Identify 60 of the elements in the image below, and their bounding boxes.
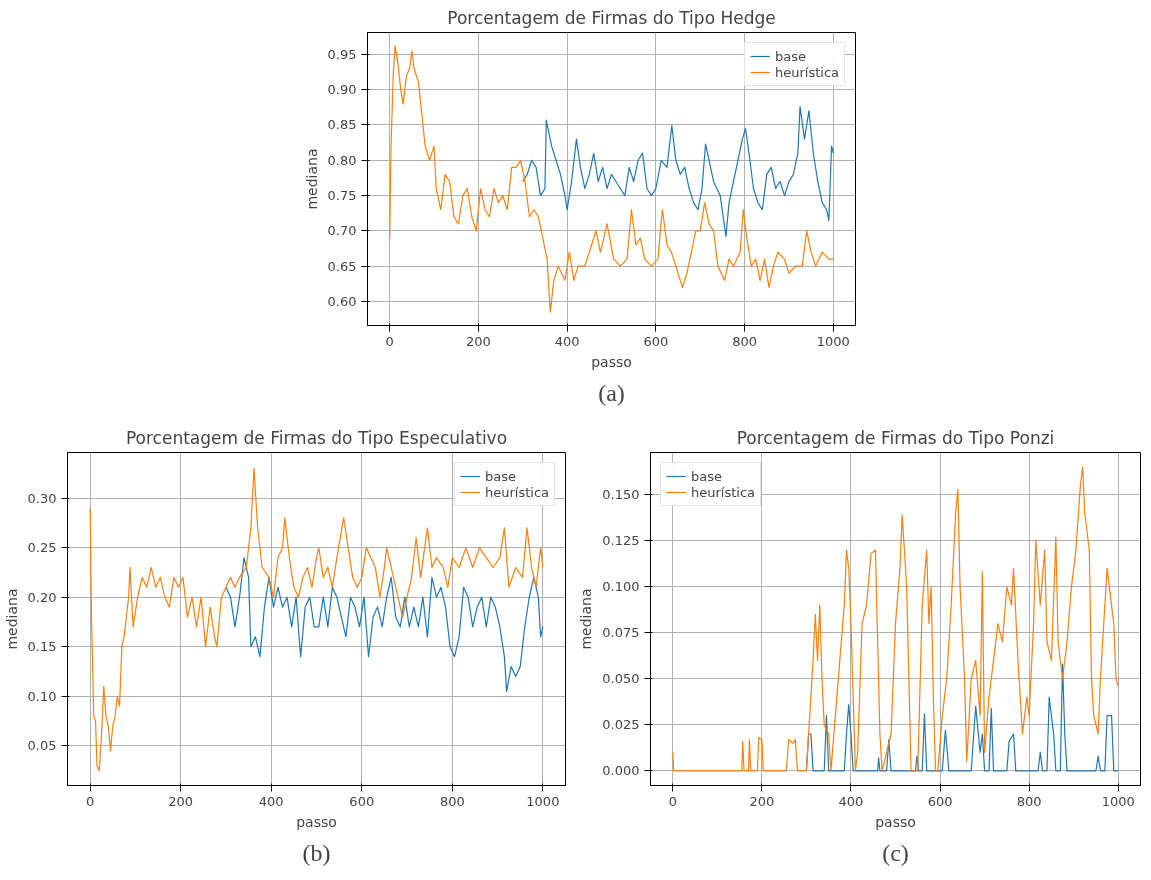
y-tick-label: 0.60 — [327, 294, 357, 309]
x-axis-title: passo — [296, 813, 337, 830]
line-series — [672, 466, 1119, 772]
legend-label: heurística — [484, 484, 549, 500]
x-tick-label: 600 — [643, 333, 669, 349]
x-tick-label: 400 — [554, 333, 580, 349]
x-tick-label: 0 — [385, 333, 394, 349]
x-tick-label: 800 — [439, 793, 465, 809]
y-tick-label: 0.150 — [602, 487, 640, 503]
y-tick-label: 0.30 — [27, 490, 57, 506]
y-axis-title: mediana — [303, 148, 320, 210]
y-tick-label: 0.10 — [27, 688, 57, 704]
x-tick-label: 200 — [466, 333, 491, 349]
y-tick-label: 0.65 — [327, 258, 357, 274]
y-tick-label: 0.25 — [27, 540, 57, 556]
y-tick-label: 0.05 — [27, 738, 57, 754]
y-tick-label: 0.050 — [602, 671, 640, 687]
y-axis-title: mediana — [3, 588, 20, 650]
legend-label: base — [691, 468, 722, 484]
y-tick-label: 0.95 — [327, 46, 357, 62]
chart-title: Porcentagem de Firmas do Tipo Especulativo — [125, 427, 508, 448]
x-tick-label: 0 — [86, 793, 95, 809]
y-tick-label: 0.100 — [602, 579, 640, 595]
y-tick-label: 0.75 — [327, 188, 357, 204]
text: (c) — [882, 839, 909, 866]
y-tick-label: 0.000 — [602, 763, 640, 779]
x-tick-label: 1000 — [1101, 793, 1135, 809]
x-tick-label: 800 — [1016, 793, 1042, 809]
y-tick-label: 0.80 — [327, 152, 357, 168]
legend-label: heurística — [691, 484, 756, 500]
text: (b) — [302, 839, 331, 866]
x-tick-label: 600 — [927, 793, 953, 809]
x-tick-label: 200 — [749, 793, 775, 809]
y-tick-label: 0.125 — [602, 533, 640, 549]
y-axis-title: mediana — [578, 588, 595, 650]
line-series — [225, 556, 544, 692]
y-tick-label: 0.70 — [327, 223, 357, 239]
y-tick-label: 0.20 — [27, 589, 57, 605]
y-tick-label: 0.025 — [602, 717, 640, 733]
y-tick-label: 0.15 — [27, 639, 57, 655]
line-series — [522, 106, 834, 238]
legend-label: heurística — [774, 64, 839, 80]
x-tick-label: 600 — [349, 793, 375, 809]
y-tick-label: 0.85 — [327, 117, 357, 133]
legend-label: base — [774, 48, 806, 64]
chart-title: Porcentagem de Firmas do Tipo Ponzi — [736, 427, 1055, 448]
x-axis-title: passo — [875, 813, 916, 830]
x-tick-label: 1000 — [526, 793, 560, 809]
x-tick-label: 0 — [668, 793, 677, 809]
legend-label: base — [484, 468, 516, 484]
x-tick-label: 800 — [732, 333, 758, 349]
text: (a) — [598, 379, 625, 406]
x-axis-title: passo — [591, 353, 632, 370]
x-tick-label: 400 — [838, 793, 864, 809]
y-tick-label: 0.90 — [327, 82, 357, 98]
x-tick-label: 400 — [258, 793, 284, 809]
chart-title: Porcentagem de Firmas do Tipo Hedge — [447, 7, 776, 28]
y-tick-label: 0.075 — [602, 625, 640, 641]
x-tick-label: 200 — [168, 793, 194, 809]
x-tick-label: 1000 — [816, 333, 850, 349]
